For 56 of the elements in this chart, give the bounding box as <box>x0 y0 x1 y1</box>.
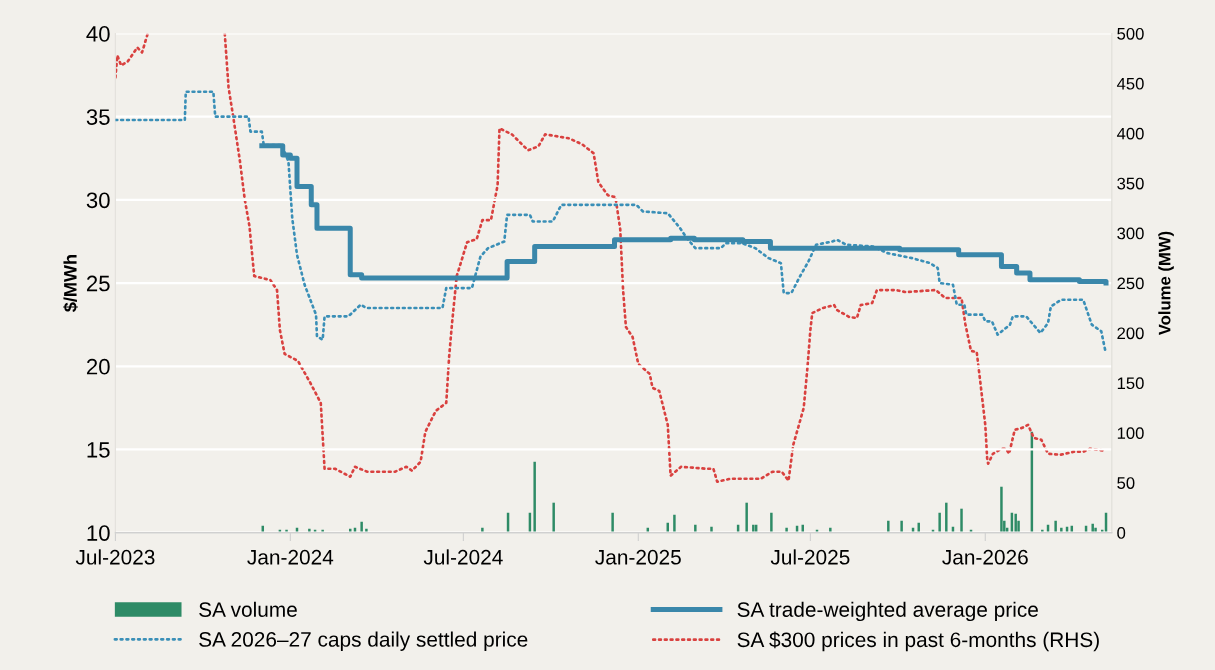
bar <box>533 461 536 533</box>
line-series <box>115 90 1107 351</box>
legend-label: SA trade-weighted average price <box>737 601 1038 622</box>
bar <box>770 512 773 533</box>
bar <box>1091 523 1094 533</box>
y2-axis-title: Volume (MW) <box>1158 231 1174 336</box>
y2-tick-label: 300 <box>1117 227 1144 240</box>
y2-tick-label: 150 <box>1117 377 1144 390</box>
bar <box>900 520 903 533</box>
y-tick-label: 40 <box>86 26 110 42</box>
y-tick-label: 20 <box>86 358 110 375</box>
bar <box>360 521 363 533</box>
bar <box>785 527 788 533</box>
x-tick-label: Jul-2024 <box>423 549 503 565</box>
y2-tick-label: 500 <box>1117 27 1144 40</box>
y2-tick-label: 400 <box>1116 127 1144 140</box>
legend-label: SA 2026–27 caps daily settled price <box>199 631 528 651</box>
y2-tick-label: 350 <box>1117 177 1144 190</box>
x-tick-label: Jan-2024 <box>247 549 334 565</box>
y2-tick-label: 450 <box>1116 77 1144 90</box>
bar <box>673 514 676 533</box>
bar <box>1060 527 1063 533</box>
bar <box>960 508 963 533</box>
bar <box>308 528 311 533</box>
bar <box>694 524 697 533</box>
bar <box>938 512 941 533</box>
bar <box>1094 527 1097 533</box>
y-tick-label: 15 <box>87 442 110 458</box>
y-tick-label: 25 <box>86 275 110 292</box>
y-tick-label: 10 <box>87 525 110 541</box>
y2-tick-label: 0 <box>1117 527 1126 539</box>
bar <box>745 502 748 533</box>
y2-tick-label: 250 <box>1117 277 1144 290</box>
x-tick-label: Jan-2025 <box>595 549 681 565</box>
y2-tick-label: 50 <box>1117 477 1135 489</box>
x-tick-label: Jul-2025 <box>770 549 850 565</box>
legend-label: SA $300 prices in past 6-months (RHS) <box>737 631 1099 652</box>
bar <box>611 512 614 533</box>
legend-label: SA volume <box>199 601 297 617</box>
bar <box>1000 486 1003 533</box>
bar <box>1054 520 1057 533</box>
y-tick-label: 35 <box>86 109 110 125</box>
y2-tick-label: 200 <box>1117 327 1144 340</box>
x-tick-label: Jan-2026 <box>942 549 1028 565</box>
bar <box>710 526 713 533</box>
bar <box>365 528 368 533</box>
bar <box>1014 513 1017 533</box>
y-tick-label: 30 <box>86 192 110 209</box>
bar <box>481 527 484 533</box>
bar <box>552 502 555 533</box>
x-tick-label: Jul-2023 <box>75 549 155 565</box>
y2-tick-label: 100 <box>1117 427 1144 440</box>
bar <box>829 527 832 533</box>
y-axis-title: $/MWh <box>63 255 78 312</box>
bar <box>945 502 948 533</box>
bar <box>887 520 890 533</box>
